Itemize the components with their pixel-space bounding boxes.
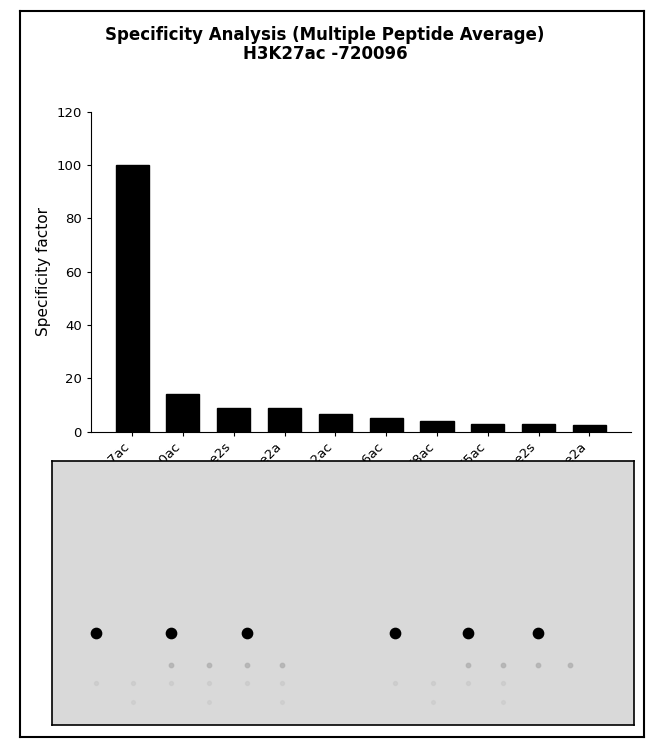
Point [498,696,508,708]
Point [498,658,508,670]
Point [204,696,214,708]
Point [242,627,252,639]
Point [90,677,101,689]
Point [390,677,400,689]
Bar [116,165,149,432]
Point [90,627,101,639]
Point [277,677,287,689]
Point [390,627,400,639]
Point [242,677,252,689]
Bar [471,423,504,432]
Point [204,658,214,670]
Bar [268,408,301,432]
Bar [217,408,250,432]
Point [463,658,473,670]
Point [532,627,543,639]
Bar [522,423,555,432]
Point [498,677,508,689]
Point [428,696,438,708]
Point [532,658,543,670]
Point [463,627,473,639]
Bar [573,425,606,432]
Text: H3K27ac -720096: H3K27ac -720096 [242,45,408,62]
Point [128,677,138,689]
Point [204,677,214,689]
Point [277,658,287,670]
Point [166,627,176,639]
Bar [318,414,352,432]
Bar [421,421,454,432]
Point [277,696,287,708]
Y-axis label: Specificity factor: Specificity factor [36,207,51,336]
Point [166,677,176,689]
X-axis label: Modification: Modification [314,522,408,537]
Bar [166,394,200,432]
Text: Specificity Analysis (Multiple Peptide Average): Specificity Analysis (Multiple Peptide A… [105,26,545,44]
Bar [370,418,403,432]
Point [428,677,438,689]
Point [463,677,473,689]
Point [242,658,252,670]
Point [565,658,575,670]
Point [128,696,138,708]
Point [166,658,176,670]
